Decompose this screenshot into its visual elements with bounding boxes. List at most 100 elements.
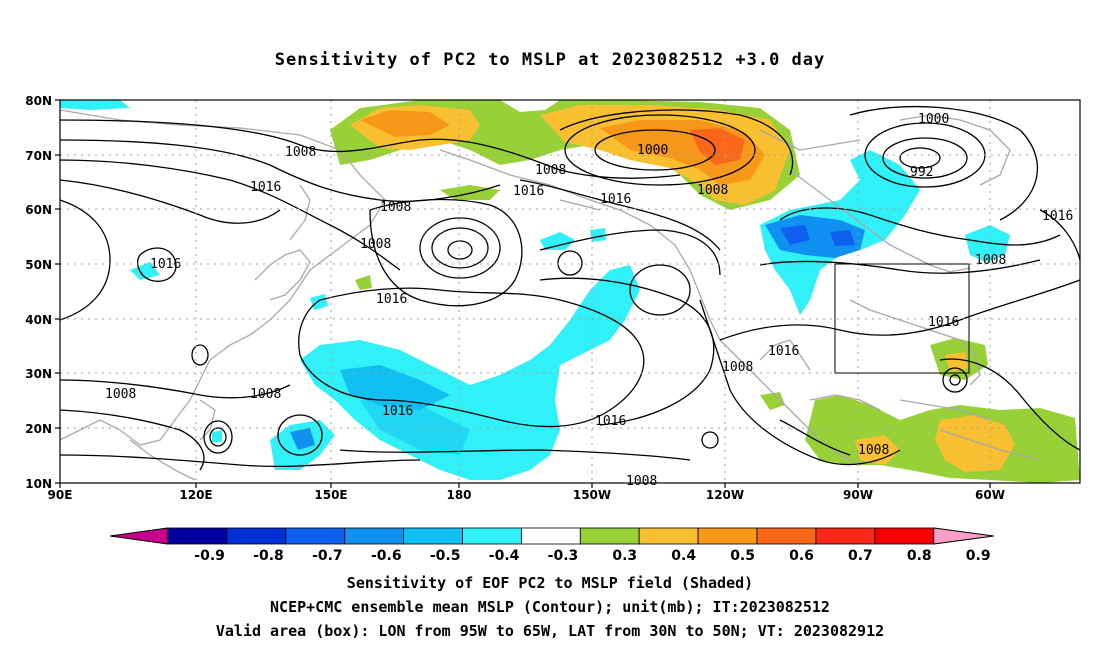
colorbar-label: -0.6 xyxy=(371,548,402,564)
lon-label: 120W xyxy=(706,488,744,502)
shade-positive-florida-orange xyxy=(945,352,968,372)
colorbar-label: -0.8 xyxy=(253,548,284,564)
contour-label: 1008 xyxy=(380,200,411,215)
colorbar-label: -0.3 xyxy=(548,548,579,564)
colorbar-label: -0.4 xyxy=(489,548,520,564)
lat-label: 10N xyxy=(25,477,52,491)
lat-label: 20N xyxy=(25,422,52,436)
contour-label: 1000 xyxy=(918,112,949,127)
colorbar-label: -0.9 xyxy=(194,548,225,564)
caption-line-1: Sensitivity of EOF PC2 to MSLP field (Sh… xyxy=(346,574,754,592)
shade-negative-aleutian xyxy=(540,232,575,250)
lat-label: 50N xyxy=(25,258,52,272)
contour-label: 1008 xyxy=(858,443,889,458)
mslp-contours xyxy=(59,105,1081,471)
contour-label: 1008 xyxy=(250,387,281,402)
colorbar-swatch xyxy=(579,527,640,545)
contour-label: 1016 xyxy=(250,180,281,195)
caption-line-3: Valid area (box): LON from 95W to 65W, L… xyxy=(215,622,885,640)
contour-label: 1008 xyxy=(697,183,728,198)
contour-label: 1016 xyxy=(928,315,959,330)
colorbar-swatch xyxy=(521,527,581,545)
lon-label: 90E xyxy=(48,488,73,502)
colorbar-label: -0.5 xyxy=(430,548,461,564)
colorbar-right-arrow xyxy=(933,527,994,545)
lon-label: 150W xyxy=(573,488,611,502)
valid-area-box xyxy=(834,263,970,374)
colorbar-label: 0.9 xyxy=(966,548,991,564)
contour-label: 1008 xyxy=(105,387,136,402)
contour-label: 1016 xyxy=(382,404,413,419)
map-frame xyxy=(59,99,1081,484)
tick-marks xyxy=(55,99,991,488)
colorbar: -0.9 -0.8 -0.7 -0.6 -0.5 -0.4 -0.3 0.3 0.4 0.5 0.6… xyxy=(109,527,994,564)
colorbar-swatch xyxy=(167,527,228,545)
shade-negative-pacific-small xyxy=(590,228,606,242)
shade-positive-small-green2 xyxy=(355,275,372,290)
colorbar-swatch xyxy=(697,527,758,545)
caption-line-2: NCEP+CMC ensemble mean MSLP (Contour); u… xyxy=(270,598,830,616)
contour-label: 1016 xyxy=(1042,209,1073,224)
contour-label: 1000 xyxy=(637,143,668,158)
shade-positive-gulf-orange2 xyxy=(855,435,900,465)
colorbar-swatch xyxy=(756,527,817,545)
contour-label: 1016 xyxy=(600,192,631,207)
lon-label: 120E xyxy=(179,488,212,502)
lat-label: 40N xyxy=(25,313,52,327)
contour-label: 1008 xyxy=(360,237,391,252)
contour-label: 992 xyxy=(910,165,933,180)
colorbar-swatch xyxy=(638,527,699,545)
colorbar-swatch xyxy=(285,527,346,545)
lon-label: 180 xyxy=(446,488,471,502)
shade-negative-asia1 xyxy=(130,262,160,280)
colorbar-label: 0.4 xyxy=(671,548,696,564)
coastlines xyxy=(59,109,1041,481)
contour-label: 1008 xyxy=(626,474,657,489)
shade-negative-arctic xyxy=(60,100,130,110)
shade-negative-canada-dark xyxy=(765,215,865,258)
contour-label: 1008 xyxy=(285,145,316,160)
latitude-labels: 80N 70N 60N 50N 40N 30N 20N 10N xyxy=(25,94,52,491)
shade-negative-canada-darker xyxy=(780,225,810,245)
shade-negative-canada-darker2 xyxy=(830,230,855,246)
colorbar-left-arrow xyxy=(109,527,169,545)
shade-negative-asia2 xyxy=(310,294,328,310)
shade-negative-pacific2 xyxy=(360,400,470,455)
colorbar-label: 0.7 xyxy=(848,548,873,564)
contour-label: 1016 xyxy=(595,414,626,429)
lat-label: 70N xyxy=(25,149,52,163)
colorbar-label: -0.7 xyxy=(312,548,343,564)
map-title: Sensitivity of PC2 to MSLP at 2023082512… xyxy=(274,50,826,70)
lon-label: 60W xyxy=(975,488,1005,502)
gridlines xyxy=(60,100,1080,483)
contour-label: 1008 xyxy=(722,360,753,375)
colorbar-swatch xyxy=(815,527,876,545)
lat-label: 60N xyxy=(25,203,52,217)
shade-positive-gulf-orange xyxy=(935,415,1015,472)
shade-positive-arctic-orange1b xyxy=(360,110,450,137)
lat-label: 30N xyxy=(25,367,52,381)
colorbar-swatch xyxy=(226,527,287,545)
contour-label: 1008 xyxy=(535,163,566,178)
colorbar-swatch xyxy=(344,527,405,545)
lon-label: 90W xyxy=(843,488,873,502)
contour-labels: 1008 1016 1008 1008 1016 1000 1008 1016 … xyxy=(105,112,1073,489)
lat-label: 80N xyxy=(25,94,52,108)
shade-positive-arctic-red xyxy=(690,128,745,165)
colorbar-label: 0.3 xyxy=(612,548,637,564)
colorbar-label: 0.6 xyxy=(789,548,814,564)
colorbar-swatch xyxy=(462,527,522,545)
longitude-labels: 90E 120E 150E 180 150W 120W 90W 60W xyxy=(48,488,1005,502)
contour-label: 1016 xyxy=(768,344,799,359)
colorbar-label: 0.5 xyxy=(730,548,755,564)
contour-label: 1016 xyxy=(376,292,407,307)
colorbar-label: 0.8 xyxy=(907,548,932,564)
colorbar-swatch xyxy=(874,527,935,545)
shade-negative-small3 xyxy=(212,430,222,442)
shade-negative-newfound xyxy=(965,225,1010,262)
contour-label: 1016 xyxy=(513,184,544,199)
shade-negative-philippine-dark xyxy=(290,428,315,450)
colorbar-swatch xyxy=(403,527,463,545)
shade-positive-mexico xyxy=(760,392,785,410)
